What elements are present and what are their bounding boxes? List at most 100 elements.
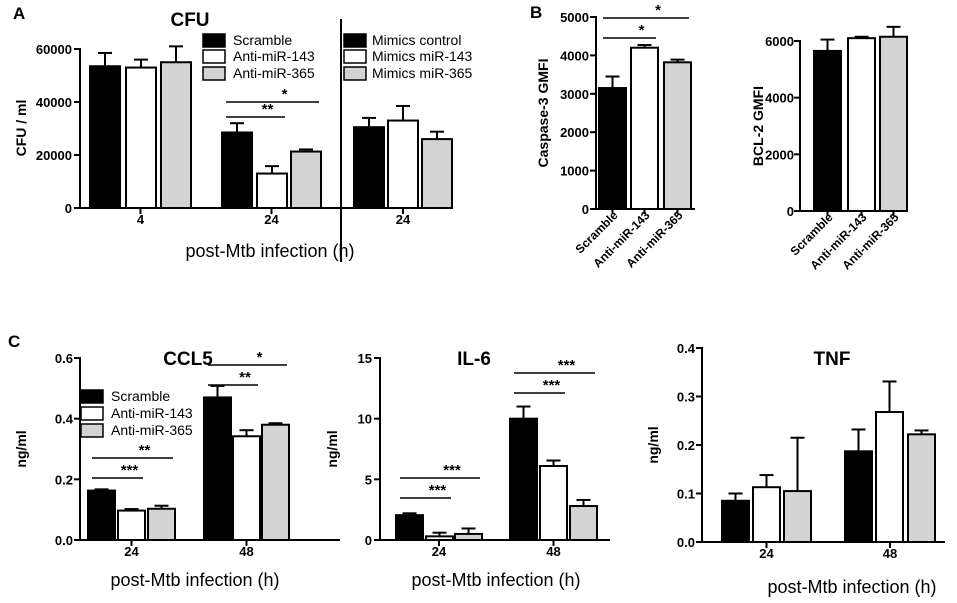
bcl2-bar: [879, 35, 908, 212]
ccl5-bar: [87, 489, 116, 542]
cfu-bar: [256, 172, 288, 210]
cfu-bar: [125, 66, 157, 209]
caspase-y-tick-label: 0: [582, 202, 589, 217]
caspase-y-tick-label: 4000: [560, 48, 589, 63]
caspase-significance-label: *: [655, 2, 661, 19]
cfu-y-tick-label: 60000: [36, 42, 72, 57]
ccl5-legend-swatch: [80, 423, 104, 438]
il6-y-tick-label: 10: [358, 412, 372, 427]
ccl5-bar: [232, 435, 261, 542]
ccl5-y-tick-label: 0.6: [55, 351, 73, 366]
cfu-legend-label: Mimics miR-365: [372, 65, 473, 81]
il6-x-tick-label: 48: [546, 544, 560, 559]
tnf-y-tick-label: 0.4: [677, 341, 696, 356]
il6-bar: [569, 505, 598, 542]
il6-significance-label: ***: [543, 377, 561, 394]
cfu-legend-label: Mimics miR-143: [372, 48, 473, 64]
cfu-x-tick-label: 4: [137, 212, 145, 227]
ccl5-bar: [117, 509, 146, 541]
panel-label-b: B: [530, 3, 542, 22]
cfu-y-axis-label: CFU / ml: [13, 100, 29, 157]
cfu-bar: [387, 119, 419, 209]
bcl2-y-tick-label: 0: [787, 204, 794, 219]
il6-bar: [539, 464, 568, 541]
ccl5-legend-label: Anti-miR-365: [111, 422, 193, 438]
ccl5-y-tick-label: 0.4: [55, 412, 74, 427]
cfu-significance-label: **: [262, 101, 274, 118]
caspase-y-tick-label: 2000: [560, 125, 589, 140]
il6-x-tick-label: 24: [432, 544, 447, 559]
cfu-x-axis-label: post-Mtb infection (h): [185, 241, 354, 261]
cfu-bar: [353, 126, 385, 209]
tnf-x-axis-label: post-Mtb infection (h): [767, 577, 936, 597]
caspase-bar: [663, 61, 692, 211]
tnf-bar: [721, 499, 750, 543]
il6-bar: [395, 514, 424, 541]
ccl5-significance-label: **: [139, 442, 151, 459]
il6-y-axis-label: ng/ml: [324, 430, 340, 467]
il6-significance-label: ***: [429, 482, 447, 499]
tnf-bar: [783, 490, 812, 544]
panel-label-c: C: [8, 332, 20, 351]
tnf-bar: [875, 411, 904, 543]
ccl5-x-tick-label: 24: [124, 544, 139, 559]
tnf-y-tick-label: 0.1: [677, 487, 695, 502]
ccl5-y-tick-label: 0.2: [55, 472, 73, 487]
ccl5-bar: [261, 423, 290, 542]
ccl5-significance-label: ***: [121, 462, 139, 479]
il6-y-tick-label: 0: [365, 533, 372, 548]
cfu-legend-label: Mimics control: [372, 32, 461, 48]
ccl5-legend-label: Scramble: [111, 388, 170, 404]
caspase-y-tick-label: 5000: [560, 10, 589, 25]
panel-label-a: A: [13, 4, 25, 23]
cfu-legend-swatch: [343, 33, 367, 48]
ccl5-y-axis-label: ng/ml: [13, 430, 29, 467]
tnf-bar: [752, 486, 781, 544]
bcl2-y-tick-label: 2000: [765, 147, 794, 162]
ccl5-significance-label: **: [239, 369, 251, 386]
ccl5-legend-swatch: [80, 389, 104, 404]
tnf-y-tick-label: 0.3: [677, 390, 695, 405]
ccl5-title: CCL5: [163, 349, 213, 370]
cfu-bar: [421, 138, 453, 210]
bcl2-y-tick-label: 6000: [765, 34, 794, 49]
tnf-x-tick-label: 24: [759, 546, 774, 561]
cfu-legend-swatch: [202, 33, 226, 48]
bcl2-y-axis-label: BCL-2 GMFI: [750, 86, 766, 166]
tnf-x-tick-label: 48: [883, 546, 897, 561]
il6-significance-label: ***: [443, 462, 461, 479]
il6-x-axis-label: post-Mtb infection (h): [411, 570, 580, 590]
bcl2-y-tick-label: 4000: [765, 91, 794, 106]
bcl2-x-tick-label: Anti-miR-365: [839, 210, 901, 272]
cfu-legend-swatch: [343, 66, 367, 81]
cfu-bar: [221, 131, 253, 210]
ccl5-bar: [203, 396, 232, 541]
cfu-legend-swatch: [202, 66, 226, 81]
cfu-y-tick-label: 0: [65, 201, 72, 216]
cfu-legend-swatch: [202, 49, 226, 64]
bcl2-bar: [813, 49, 842, 212]
il6-y-tick-label: 15: [358, 351, 372, 366]
cfu-y-tick-label: 20000: [36, 148, 72, 163]
cfu-x-tick-label: 24: [264, 212, 279, 227]
cfu-bar: [160, 61, 192, 209]
ccl5-x-tick-label: 48: [239, 544, 253, 559]
il6-y-tick-label: 5: [365, 472, 372, 487]
cfu-bar: [89, 65, 121, 209]
ccl5-significance-label: *: [257, 349, 263, 366]
tnf-y-tick-label: 0.0: [677, 535, 695, 550]
cfu-x-tick-label: 24: [396, 212, 411, 227]
ccl5-legend-swatch: [80, 406, 104, 421]
tnf-y-tick-label: 0.2: [677, 438, 695, 453]
caspase-bar: [630, 46, 659, 210]
cfu-bar: [290, 150, 322, 209]
tnf-bar: [844, 450, 873, 543]
caspase-significance-label: *: [639, 22, 645, 39]
il6-bar: [425, 535, 454, 541]
tnf-bar: [907, 433, 936, 543]
ccl5-legend-label: Anti-miR-143: [111, 405, 193, 421]
il6-significance-label: ***: [558, 357, 576, 374]
cfu-significance-label: *: [282, 86, 288, 103]
caspase-bar: [598, 87, 627, 210]
